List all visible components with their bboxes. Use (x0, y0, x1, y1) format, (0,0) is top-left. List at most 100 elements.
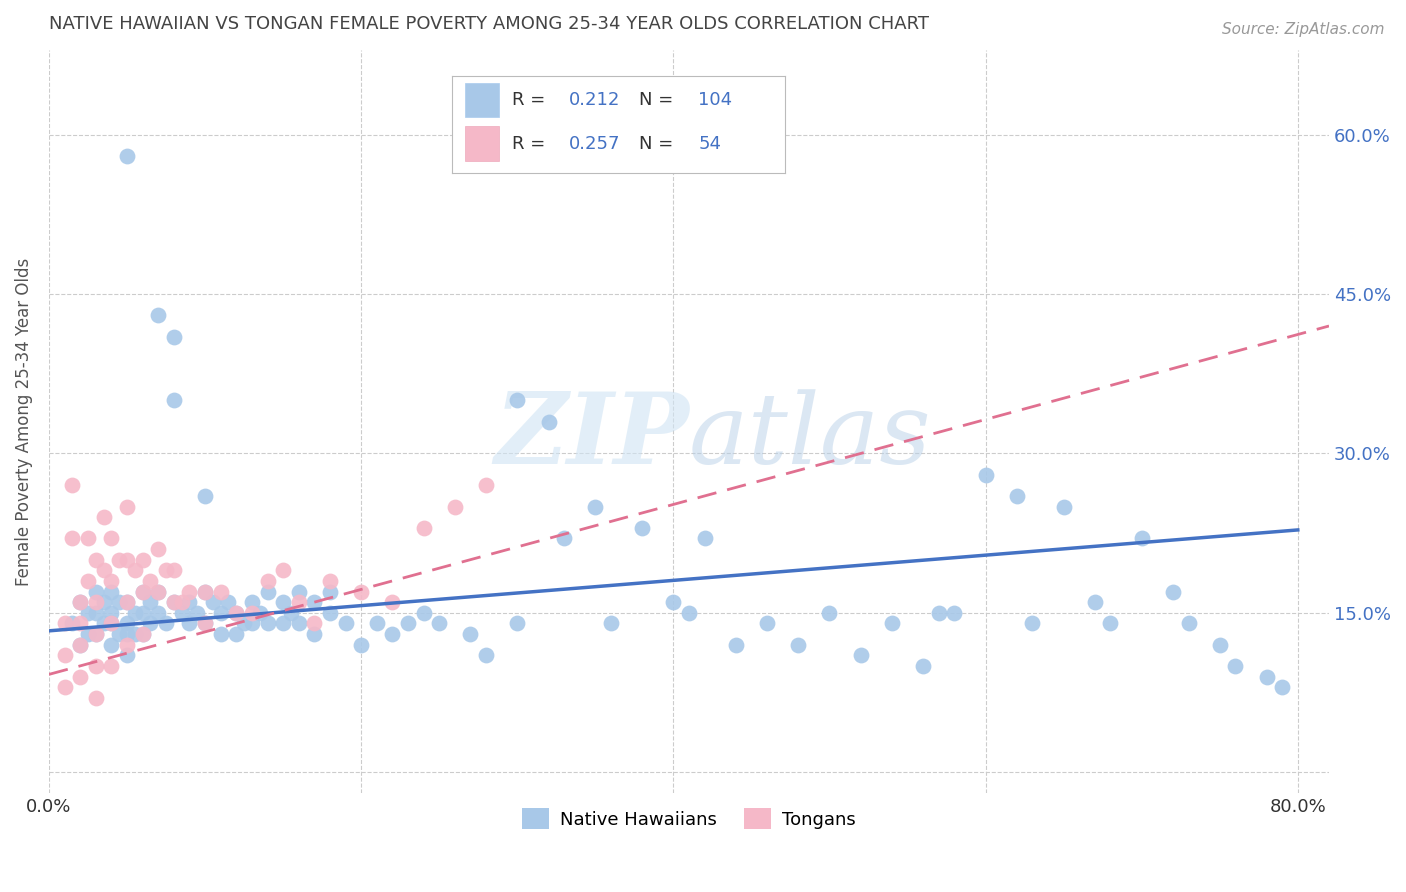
Point (115, 552, 138, 566)
Point (93, 595, 115, 609)
Point (77, 532, 100, 546)
Point (928, 606, 950, 620)
Point (271, 595, 294, 609)
Point (240, 606, 263, 620)
Point (69, 595, 91, 609)
Point (475, 648, 498, 663)
Point (60, 616, 83, 631)
Text: Source: ZipAtlas.com: Source: ZipAtlas.com (1222, 22, 1385, 37)
Point (100, 616, 122, 631)
Point (53, 680, 76, 694)
Point (209, 627, 232, 641)
Point (77, 627, 100, 641)
Point (84, 627, 107, 641)
Point (163, 563, 186, 577)
Point (84, 552, 107, 566)
Point (218, 595, 240, 609)
Point (115, 595, 138, 609)
Point (912, 659, 935, 673)
Legend: Native Hawaiians, Tongans: Native Hawaiians, Tongans (515, 801, 863, 837)
Point (194, 489, 217, 503)
Point (849, 648, 872, 663)
Point (319, 584, 342, 599)
Point (60, 532, 83, 546)
Point (225, 606, 247, 620)
Point (131, 627, 153, 641)
Point (148, 309, 170, 323)
Point (412, 606, 434, 620)
Point (1209, 638, 1232, 652)
Point (506, 393, 529, 408)
Point (1053, 500, 1076, 514)
Point (170, 606, 193, 620)
Point (100, 574, 122, 588)
Point (1177, 616, 1199, 631)
Point (304, 616, 326, 631)
Point (100, 606, 122, 620)
Point (209, 584, 232, 599)
Point (84, 659, 107, 673)
Point (139, 616, 162, 631)
Point (350, 584, 373, 599)
Point (194, 584, 217, 599)
Point (84, 690, 107, 705)
Point (1084, 595, 1107, 609)
Point (115, 149, 138, 163)
Point (131, 627, 153, 641)
Point (1225, 659, 1247, 673)
Point (787, 638, 810, 652)
Point (249, 606, 271, 620)
Point (100, 584, 122, 599)
Point (280, 606, 302, 620)
Point (287, 595, 309, 609)
Point (475, 478, 498, 492)
Point (256, 574, 278, 588)
Point (194, 616, 217, 631)
Point (319, 606, 342, 620)
Point (396, 616, 419, 631)
Point (1021, 616, 1043, 631)
Point (60, 478, 83, 492)
Point (1099, 616, 1122, 631)
Point (209, 606, 232, 620)
Point (271, 616, 294, 631)
Point (148, 606, 170, 620)
Point (240, 595, 263, 609)
Point (170, 595, 193, 609)
Point (194, 616, 217, 631)
Point (131, 584, 153, 599)
Point (506, 616, 529, 631)
Point (240, 616, 263, 631)
Point (678, 606, 700, 620)
Point (69, 616, 91, 631)
Point (148, 542, 170, 557)
Point (304, 595, 326, 609)
Point (77, 574, 100, 588)
Point (115, 616, 138, 631)
Point (124, 606, 146, 620)
Point (148, 584, 170, 599)
Point (201, 595, 224, 609)
Point (163, 329, 186, 343)
Point (100, 659, 122, 673)
Point (179, 595, 201, 609)
Point (1256, 669, 1278, 683)
Point (350, 638, 373, 652)
Point (100, 532, 122, 546)
Point (427, 616, 450, 631)
Point (179, 584, 201, 599)
Point (93, 510, 115, 524)
Point (256, 584, 278, 599)
Point (194, 584, 217, 599)
Point (304, 627, 326, 641)
Point (124, 627, 146, 641)
Point (131, 552, 153, 566)
Point (287, 616, 309, 631)
Point (77, 606, 100, 620)
Point (756, 616, 779, 631)
Point (84, 606, 107, 620)
Point (443, 500, 465, 514)
Point (84, 595, 107, 609)
Point (412, 521, 434, 535)
Point (163, 595, 186, 609)
